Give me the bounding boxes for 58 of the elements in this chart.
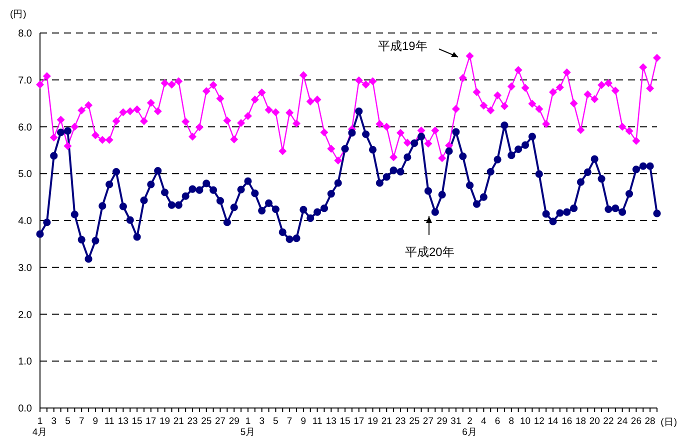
x-tick-label: 18	[575, 416, 586, 427]
x-tick-label: 7	[78, 416, 84, 427]
x-tick-label: 5	[273, 416, 278, 427]
x-tick-label: 16	[562, 416, 572, 427]
text: 平成20年	[405, 244, 454, 261]
x-tick-label: 6	[494, 416, 500, 427]
y-tick-label: 1.0	[18, 356, 32, 368]
x-tick-label: 11	[104, 416, 114, 427]
y-tick-label: 5.0	[18, 169, 32, 180]
x-tick-label: 3	[259, 416, 264, 427]
x-tick-label: 19	[159, 416, 170, 427]
y-tick-label: 6.0	[18, 122, 32, 134]
x-tick-label: 23	[187, 416, 198, 427]
x-tick-label: 24	[617, 416, 628, 427]
x-tick-label: 15	[340, 416, 350, 427]
x-tick-label: 20	[589, 416, 600, 427]
x-tick-label: 21	[173, 416, 184, 427]
x-tick-label: 23	[395, 416, 406, 427]
x-tick-label: 13	[118, 416, 128, 427]
x-tick-label: 11	[312, 416, 322, 427]
x-tick-label: 29	[228, 416, 240, 427]
y-tick-label: 4.0	[18, 216, 32, 228]
x-tick-label: 29	[436, 416, 448, 427]
x-tick-label: 17	[146, 416, 156, 427]
x-tick-label: 27	[214, 416, 226, 427]
x-tick-label: 25	[201, 416, 212, 427]
y-tick-label: 2.0	[18, 310, 32, 321]
x-tick-label: 21	[381, 416, 392, 427]
x-axis-title: (日)	[660, 416, 677, 429]
y-tick-label: 0.0	[18, 404, 32, 415]
x-tick-label: 9	[92, 416, 98, 427]
x-tick-label: 26	[630, 416, 642, 427]
x-tick-label: 17	[354, 416, 364, 427]
x-tick-label: 12	[534, 416, 544, 427]
x-tick-label: 15	[132, 416, 142, 427]
text: 平成19年	[378, 38, 428, 55]
x-tick-label: 2 6月	[462, 416, 478, 436]
x-tick-label: 4	[481, 416, 486, 427]
x-tick-label: 10	[520, 416, 531, 427]
y-axis-title: (円)	[10, 8, 26, 21]
x-tick-label: 14	[548, 416, 558, 427]
x-tick-label: 22	[603, 416, 614, 427]
y-tick-label: 8.0	[18, 28, 32, 40]
x-tick-label: 27	[422, 416, 434, 427]
x-tick-label: 19	[367, 416, 378, 427]
x-tick-label: 28	[644, 416, 656, 427]
x-tick-label: 7	[286, 416, 292, 427]
x-tick-label: 13	[326, 416, 336, 427]
y-tick-label: 3.0	[18, 262, 32, 274]
x-tick-label: 9	[300, 416, 306, 427]
x-tick-label: 25	[409, 416, 420, 427]
x-tick-label: 31	[450, 416, 462, 427]
x-tick-label: 3	[51, 416, 57, 427]
x-tick-label: 5	[65, 416, 70, 427]
x-tick-label: 8	[508, 416, 514, 427]
x-tick-label: 1 5月	[240, 416, 256, 436]
y-tick-label: 7.0	[18, 75, 32, 86]
x-tick-label: 1 4月	[32, 416, 48, 436]
